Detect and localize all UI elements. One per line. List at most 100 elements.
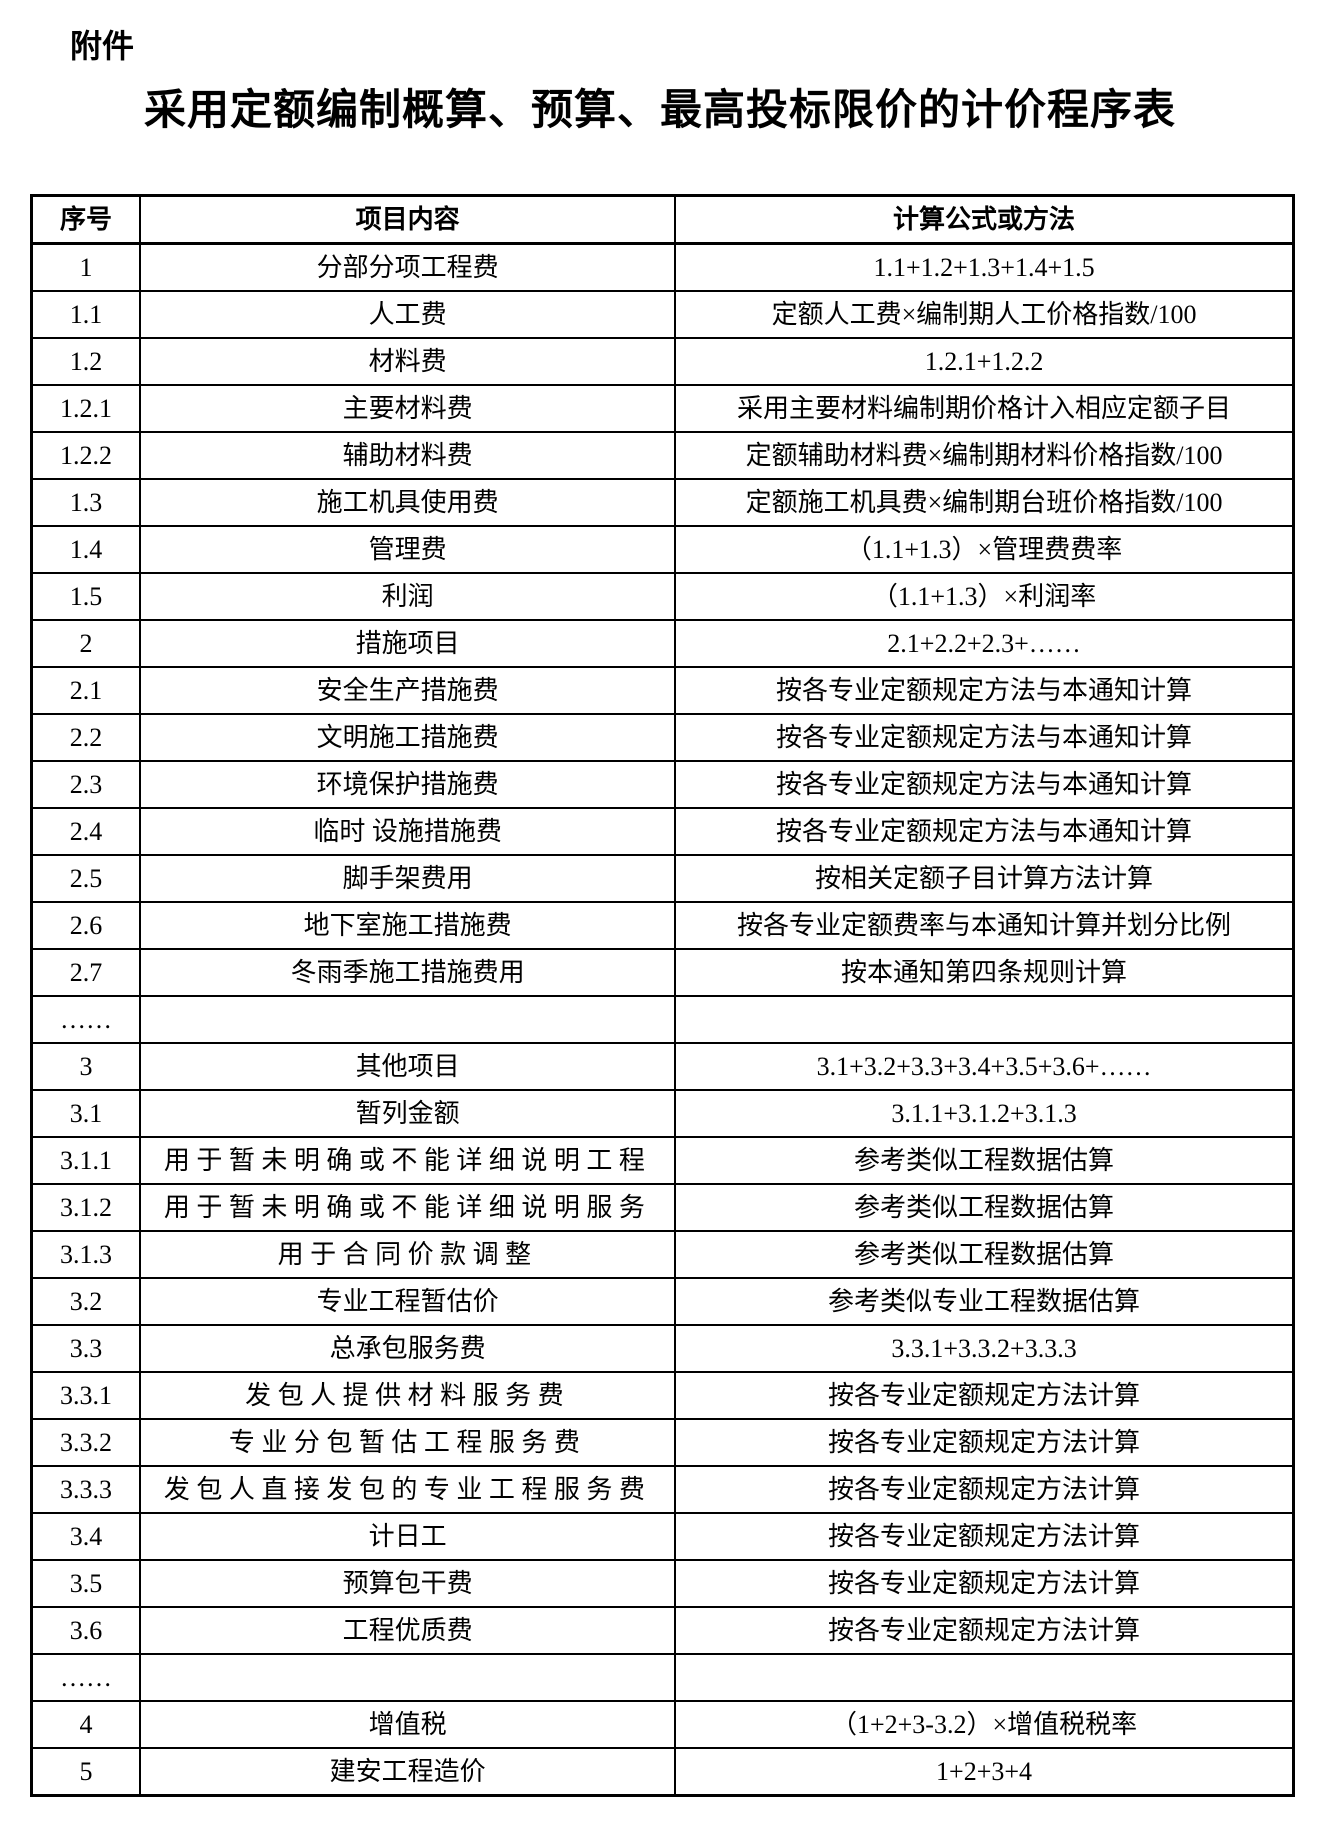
cell-no: 2.1	[30, 666, 142, 716]
cell-formula: 按各专业定额规定方法计算	[674, 1418, 1295, 1468]
cell-item: 发包人直接发包的专业工程服务费	[139, 1465, 677, 1515]
table-row: 1.2.1 主要材料费 采用主要材料编制期价格计入相应定额子目	[30, 384, 1295, 434]
table-row: 3.4 计日工 按各专业定额规定方法计算	[30, 1512, 1295, 1562]
cell-formula: 定额人工费×编制期人工价格指数/100	[674, 290, 1295, 340]
cell-item	[139, 995, 677, 1045]
header-cell-formula: 计算公式或方法	[674, 194, 1295, 246]
cell-no: 4	[30, 1700, 142, 1750]
cell-no: 1.2.1	[30, 384, 142, 434]
cell-item: 环境保护措施费	[139, 760, 677, 810]
cell-formula: （1.1+1.3）×利润率	[674, 572, 1295, 622]
cell-formula: 按本通知第四条规则计算	[674, 948, 1295, 998]
cell-no: 3.2	[30, 1277, 142, 1327]
cell-formula: 定额辅助材料费×编制期材料价格指数/100	[674, 431, 1295, 481]
cell-item: 总承包服务费	[139, 1324, 677, 1374]
table-row: 3.3 总承包服务费 3.3.1+3.3.2+3.3.3	[30, 1324, 1295, 1374]
cell-formula: 按各专业定额规定方法与本通知计算	[674, 807, 1295, 857]
table-row: 3.1.3 用于合同价款调整 参考类似工程数据估算	[30, 1230, 1295, 1280]
cell-item: 利润	[139, 572, 677, 622]
table-row: 1.2.2 辅助材料费 定额辅助材料费×编制期材料价格指数/100	[30, 431, 1295, 481]
cell-formula: 按各专业定额规定方法计算	[674, 1512, 1295, 1562]
attachment-label: 附件	[70, 28, 135, 64]
table-row: 4 增值税 （1+2+3-3.2）×增值税税率	[30, 1700, 1295, 1750]
table-row: 2.4 临时 设施措施费 按各专业定额规定方法与本通知计算	[30, 807, 1295, 857]
table-row: 2.2 文明施工措施费 按各专业定额规定方法与本通知计算	[30, 713, 1295, 763]
cell-item	[139, 1653, 677, 1703]
cell-item: 文明施工措施费	[139, 713, 677, 763]
table-row: 2.3 环境保护措施费 按各专业定额规定方法与本通知计算	[30, 760, 1295, 810]
cell-item: 用于暂未明确或不能详细说明服务	[139, 1183, 677, 1233]
cell-formula: 3.3.1+3.3.2+3.3.3	[674, 1324, 1295, 1374]
table-row: 3.6 工程优质费 按各专业定额规定方法计算	[30, 1606, 1295, 1656]
cell-no: 3.3.3	[30, 1465, 142, 1515]
cell-item: 分部分项工程费	[139, 242, 677, 293]
cell-no: 2.4	[30, 807, 142, 857]
cell-item: 管理费	[139, 525, 677, 575]
cell-no: 1.2	[30, 337, 142, 387]
table-row: 3.1 暂列金额 3.1.1+3.1.2+3.1.3	[30, 1089, 1295, 1139]
cell-formula: 参考类似工程数据估算	[674, 1230, 1295, 1280]
cell-no: 3.1	[30, 1089, 142, 1139]
cell-no: 3.3.2	[30, 1418, 142, 1468]
cell-formula: 2.1+2.2+2.3+……	[674, 619, 1295, 669]
table-row: 2 措施项目 2.1+2.2+2.3+……	[30, 619, 1295, 669]
cell-item: 工程优质费	[139, 1606, 677, 1656]
table-row: 1.4 管理费 （1.1+1.3）×管理费费率	[30, 525, 1295, 575]
cell-no: 1.3	[30, 478, 142, 528]
table-row: 3.3.1 发包人提供材料服务费 按各专业定额规定方法计算	[30, 1371, 1295, 1421]
cell-no: 5	[30, 1747, 142, 1797]
cell-no: 3.6	[30, 1606, 142, 1656]
table-row: 3.1.1 用于暂未明确或不能详细说明工程 参考类似工程数据估算	[30, 1136, 1295, 1186]
page-title: 采用定额编制概算、预算、最高投标限价的计价程序表	[143, 88, 1176, 134]
cell-formula: 参考类似工程数据估算	[674, 1136, 1295, 1186]
table-row: ……	[30, 1653, 1295, 1703]
header-cell-item: 项目内容	[139, 194, 677, 246]
pricing-procedure-table: 序号 项目内容 计算公式或方法 1 分部分项工程费 1.1+1.2+1.3+1.…	[30, 194, 1295, 1798]
cell-item: 辅助材料费	[139, 431, 677, 481]
cell-item: 地下室施工措施费	[139, 901, 677, 951]
cell-no: 2.5	[30, 854, 142, 904]
cell-item: 专业工程暂估价	[139, 1277, 677, 1327]
cell-item: 暂列金额	[139, 1089, 677, 1139]
cell-no: 2	[30, 619, 142, 669]
table-row: 3.2 专业工程暂估价 参考类似专业工程数据估算	[30, 1277, 1295, 1327]
cell-no: 3.5	[30, 1559, 142, 1609]
table-row: 1.1 人工费 定额人工费×编制期人工价格指数/100	[30, 290, 1295, 340]
table-row: 2.1 安全生产措施费 按各专业定额规定方法与本通知计算	[30, 666, 1295, 716]
cell-formula: 按各专业定额规定方法计算	[674, 1606, 1295, 1656]
cell-item: 人工费	[139, 290, 677, 340]
cell-formula: （1.1+1.3）×管理费费率	[674, 525, 1295, 575]
cell-formula: 定额施工机具费×编制期台班价格指数/100	[674, 478, 1295, 528]
cell-no: 3.3	[30, 1324, 142, 1374]
cell-item: 发包人提供材料服务费	[139, 1371, 677, 1421]
cell-formula: 3.1.1+3.1.2+3.1.3	[674, 1089, 1295, 1139]
cell-item: 建安工程造价	[139, 1747, 677, 1797]
cell-no: 1.5	[30, 572, 142, 622]
cell-formula: （1+2+3-3.2）×增值税税率	[674, 1700, 1295, 1750]
table-row: 1 分部分项工程费 1.1+1.2+1.3+1.4+1.5	[30, 242, 1295, 293]
cell-item: 措施项目	[139, 619, 677, 669]
cell-no: 3	[30, 1042, 142, 1092]
cell-item: 脚手架费用	[139, 854, 677, 904]
cell-no: 3.1.3	[30, 1230, 142, 1280]
cell-no: 2.2	[30, 713, 142, 763]
cell-formula	[674, 995, 1295, 1045]
cell-formula: 按各专业定额费率与本通知计算并划分比例	[674, 901, 1295, 951]
cell-no: 1.2.2	[30, 431, 142, 481]
cell-item: 临时 设施措施费	[139, 807, 677, 857]
cell-formula: 参考类似专业工程数据估算	[674, 1277, 1295, 1327]
cell-item: 安全生产措施费	[139, 666, 677, 716]
cell-formula: 参考类似工程数据估算	[674, 1183, 1295, 1233]
table-row: 5 建安工程造价 1+2+3+4	[30, 1747, 1295, 1797]
table-row: 3 其他项目 3.1+3.2+3.3+3.4+3.5+3.6+……	[30, 1042, 1295, 1092]
cell-item: 增值税	[139, 1700, 677, 1750]
table-row: 3.3.3 发包人直接发包的专业工程服务费 按各专业定额规定方法计算	[30, 1465, 1295, 1515]
cell-formula: 按各专业定额规定方法与本通知计算	[674, 713, 1295, 763]
table-row: 2.7 冬雨季施工措施费用 按本通知第四条规则计算	[30, 948, 1295, 998]
cell-formula: 按各专业定额规定方法计算	[674, 1465, 1295, 1515]
table-row: 3.5 预算包干费 按各专业定额规定方法计算	[30, 1559, 1295, 1609]
cell-formula: 1+2+3+4	[674, 1747, 1295, 1797]
table-row: ……	[30, 995, 1295, 1045]
cell-item: 专业分包暂估工程服务费	[139, 1418, 677, 1468]
cell-no: 3.1.2	[30, 1183, 142, 1233]
